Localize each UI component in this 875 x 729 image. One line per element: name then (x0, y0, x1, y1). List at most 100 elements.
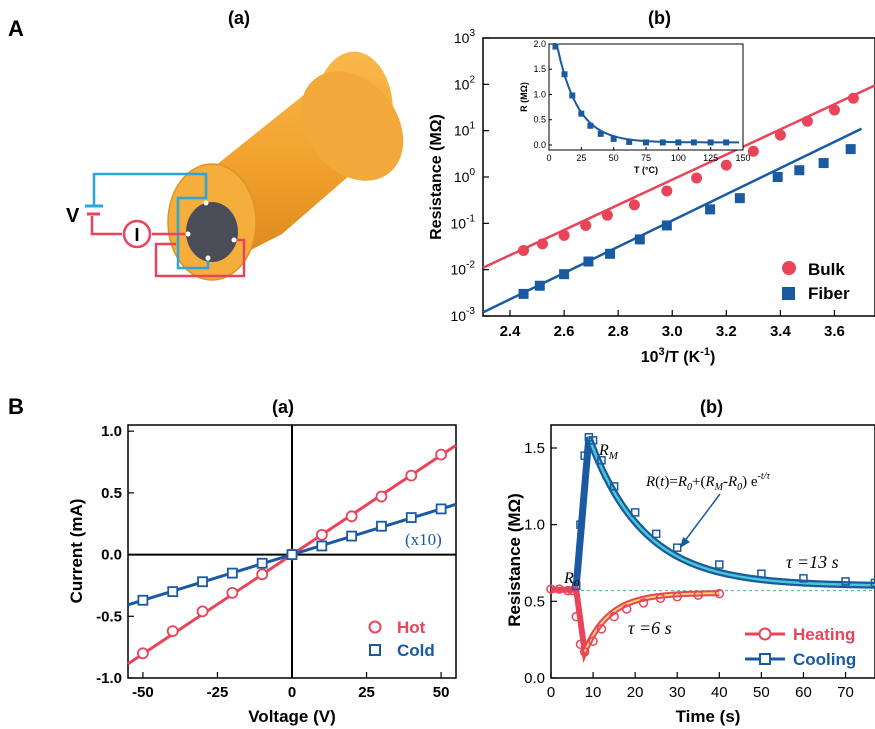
data-point-cooling (630, 508, 640, 517)
annotation-x10: (x10) (405, 530, 442, 549)
data-point-hot (137, 647, 149, 660)
y-tick-label: 1.0 (101, 423, 122, 440)
legend-label-bulk: Bulk (808, 260, 845, 279)
panel-label-a: A (8, 16, 24, 41)
tau-cold-annotation: τ =13 s (786, 552, 839, 572)
x-tick-label: 2.6 (554, 323, 575, 340)
x-tick-label: 3.6 (824, 323, 845, 340)
x-tick-label: 10 (585, 684, 602, 701)
inset-data-point (723, 139, 730, 146)
data-point-cold (137, 594, 149, 606)
data-point-bulk (518, 244, 530, 256)
data-point-bulk (628, 199, 640, 211)
inset-y-tick-label: 2.0 (533, 39, 546, 49)
x-tick-label: 3.0 (662, 323, 683, 340)
data-point-cold (316, 540, 328, 552)
inset-data-point (675, 139, 682, 146)
data-point-fiber (583, 256, 594, 267)
legend-marker-bulk (782, 261, 796, 275)
inset-data-point (643, 139, 649, 146)
inset-data-point (597, 130, 604, 137)
equation: R(t)=R0+(RM-R0) e-t/τ (645, 471, 770, 493)
contact-dot (231, 237, 237, 243)
data-point-cooling (580, 451, 589, 460)
legend-marker-cold (369, 644, 381, 656)
data-point-hot (315, 528, 328, 541)
rm-annotation: RM (598, 442, 619, 462)
y-tick-label: -1.0 (96, 670, 122, 687)
x-axis-label-sup: -1 (700, 346, 710, 358)
r0-sub: 0 (574, 578, 580, 590)
eq-part: ) e (742, 474, 758, 490)
x-axis-label-part: 10 (641, 349, 659, 366)
data-point-heating (714, 588, 725, 599)
data-point-bulk (601, 209, 613, 221)
fiber-cylinder-back (300, 71, 404, 181)
data-point-cooling (576, 520, 585, 529)
inset-x-tick-label: 100 (671, 153, 686, 163)
data-point-hot (166, 625, 179, 638)
y-tick-exp: 0 (469, 167, 475, 178)
y-tick-base: 10 (454, 30, 470, 46)
data-point-heating (638, 598, 649, 608)
subpanel-label-ba: (a) (272, 397, 294, 417)
data-point-heating (596, 624, 607, 634)
fit-line-fiber (482, 127, 863, 314)
inset-x-tick-label: 25 (576, 153, 586, 163)
data-point-cooling (609, 482, 619, 491)
subpanel-label-aa: (a) (228, 8, 250, 28)
data-point-heating (588, 636, 598, 646)
inset-data-point (690, 139, 697, 146)
data-point-fiber (845, 144, 856, 155)
rm-text: R (598, 442, 609, 459)
cooling-fit-curve (587, 436, 875, 587)
data-point-fiber (705, 204, 716, 215)
y-tick-label: 0.0 (524, 670, 545, 687)
eq-part: ( (655, 474, 660, 490)
x-tick-label: 0 (288, 684, 296, 701)
data-point-bulk (580, 219, 592, 231)
y-tick-exp: -2 (466, 260, 475, 271)
y-axis-label: Resistance (MΩ) (428, 114, 445, 240)
data-point-hot (375, 490, 388, 503)
data-point-fiber (772, 172, 783, 182)
data-point-cooling (757, 569, 766, 578)
data-point-heating (571, 611, 581, 622)
legend-label-fiber: Fiber (808, 284, 850, 303)
y-tick-exp: 3 (469, 28, 475, 39)
current-circuit-wire-3 (154, 238, 246, 278)
inset-x-tick-label: 75 (641, 153, 651, 163)
equation-arrow-head (680, 537, 690, 548)
data-point-bulk (536, 238, 548, 250)
data-point-hot (405, 469, 418, 482)
x-tick-label: 20 (627, 684, 644, 701)
y-tick-base: 10 (454, 169, 470, 185)
data-point-cold (226, 567, 238, 579)
y-tick-base: 10 (454, 76, 470, 92)
y-axis-label: Resistance (MΩ) (505, 493, 524, 627)
x-tick-label: 2.4 (500, 323, 522, 340)
x-tick-label: 40 (711, 684, 728, 701)
y-tick-label: 1.5 (524, 440, 545, 457)
data-point-cold (286, 549, 298, 560)
y-tick-label: 103 (454, 28, 476, 46)
inset-data-point (561, 71, 568, 78)
data-point-heating (693, 590, 704, 600)
eq-part: t (660, 474, 665, 490)
data-point-bulk (720, 159, 732, 171)
data-point-cooling (870, 578, 875, 588)
y-tick-base: 10 (451, 215, 467, 231)
inset-frame (548, 43, 744, 151)
data-point-cooling (799, 574, 808, 583)
inset-x-tick-label: 50 (609, 153, 619, 163)
x-tick-label: 0 (547, 684, 555, 701)
data-point-cold (167, 586, 179, 598)
current-circuit-wire (90, 216, 122, 236)
eq-sub: M (714, 482, 724, 493)
x-axis-label: Voltage (V) (248, 707, 336, 726)
y-tick-label: 101 (454, 121, 476, 139)
data-point-fiber (794, 165, 805, 176)
data-point-hot (435, 448, 447, 461)
inset-data-point (578, 110, 585, 117)
